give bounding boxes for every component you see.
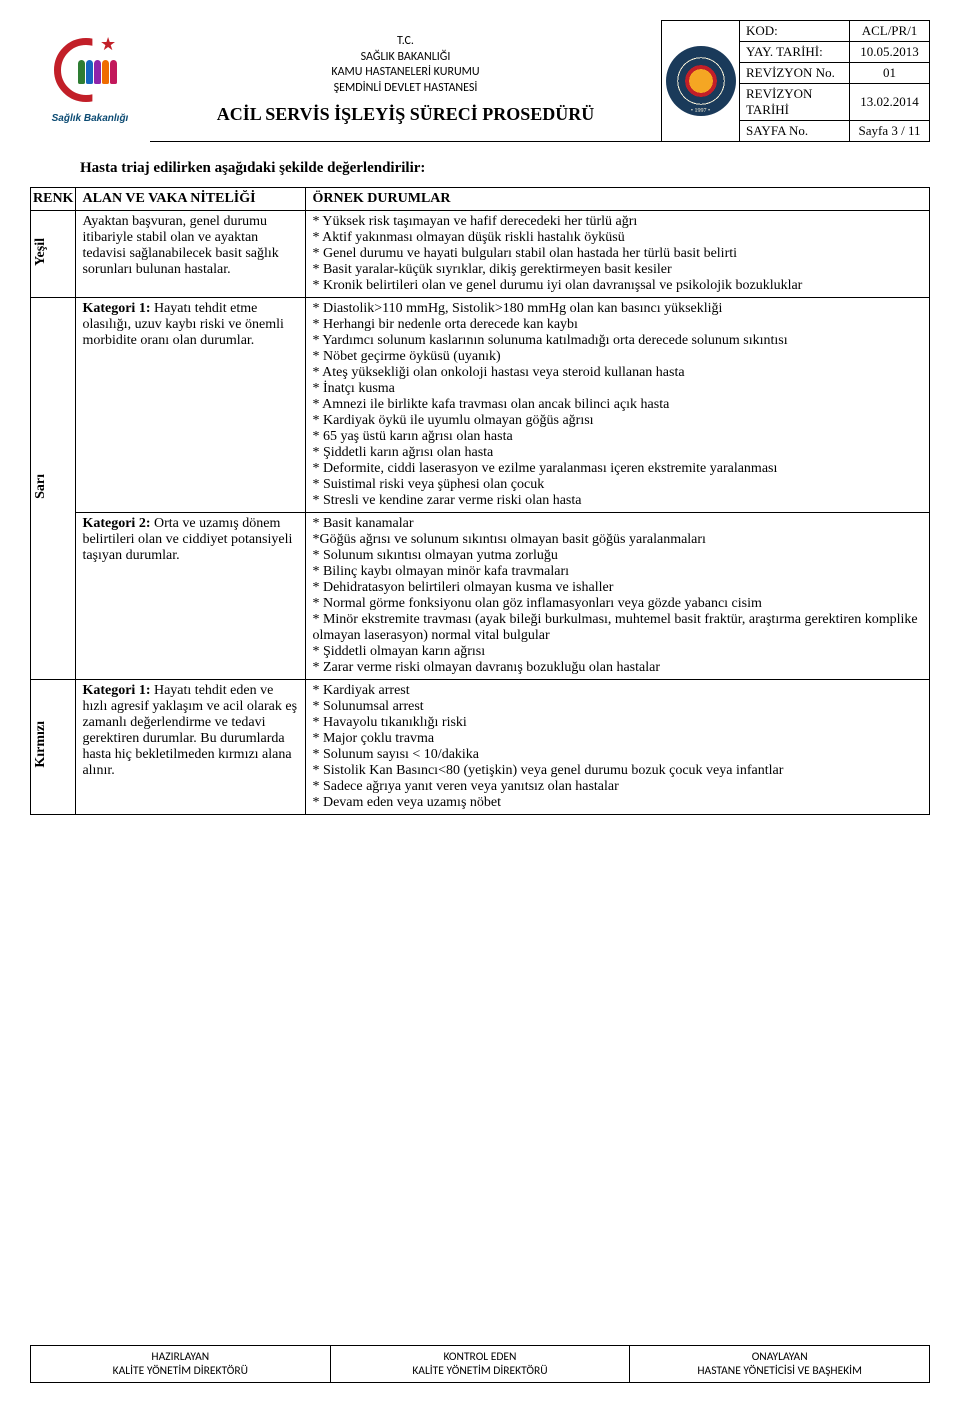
triage-table: RENK ALAN VE VAKA NİTELİĞİ ÖRNEK DURUMLA… [30, 187, 930, 815]
table-row: Sarı Kategori 1: Hayatı tehdit etme olas… [31, 298, 930, 513]
meta-label: SAYFA No. [740, 121, 850, 142]
meta-label: REVİZYON No. [740, 63, 850, 84]
renk-kirmizi: Kırmızı [31, 680, 76, 815]
people-icon [78, 60, 117, 84]
hospital-seal-icon [666, 46, 736, 116]
renk-yesil: Yeşil [31, 211, 76, 298]
nitelik-cell: Kategori 2: Orta ve uzamış dönem belirti… [76, 513, 306, 680]
meta-value: Sayfa 3 / 11 [850, 121, 930, 142]
meta-value: 10.05.2013 [850, 42, 930, 63]
footer-cell: ONAYLAYAN HASTANE YÖNETİCİSİ VE BAŞHEKİM [630, 1346, 930, 1383]
header-center: T.C. SAĞLIK BAKANLIĞI KAMU HASTANELERİ K… [150, 21, 662, 142]
logo-text: Sağlık Bakanlığı [40, 113, 140, 124]
nitelik-cell: Ayaktan başvuran, genel durumu itibariyl… [76, 211, 306, 298]
document-title: ACİL SERVİS İŞLEYİŞ SÜRECİ PROSEDÜRÜ [150, 96, 661, 129]
table-row: HAZIRLAYAN KALİTE YÖNETİM DİREKTÖRÜ KONT… [31, 1346, 930, 1383]
renk-sari: Sarı [31, 298, 76, 680]
table-row: Yeşil Ayaktan başvuran, genel durumu iti… [31, 211, 930, 298]
col-header-renk: RENK [31, 188, 76, 211]
document-header: ★ Sağlık Bakanlığı T.C. SAĞLIK BAKANLIĞI [30, 20, 930, 142]
document-footer: HAZIRLAYAN KALİTE YÖNETİM DİREKTÖRÜ KONT… [30, 1345, 930, 1383]
meta-label: REVİZYON TARİHİ [740, 84, 850, 121]
org-lines: T.C. SAĞLIK BAKANLIĞI KAMU HASTANELERİ K… [150, 32, 661, 96]
logo-cell: ★ Sağlık Bakanlığı [30, 21, 150, 142]
ornek-cell: * Yüksek risk taşımayan ve hafif dereced… [306, 211, 930, 298]
meta-label: YAY. TARİHİ: [740, 42, 850, 63]
footer-table: HAZIRLAYAN KALİTE YÖNETİM DİREKTÖRÜ KONT… [30, 1345, 930, 1383]
footer-cell: HAZIRLAYAN KALİTE YÖNETİM DİREKTÖRÜ [31, 1346, 331, 1383]
saglik-bakanligi-logo: ★ Sağlık Bakanlığı [40, 34, 140, 124]
meta-value: 13.02.2014 [850, 84, 930, 121]
star-icon: ★ [100, 34, 116, 55]
ornek-cell: * Diastolik>110 mmHg, Sistolik>180 mmHg … [306, 298, 930, 513]
col-header-nitelik: ALAN VE VAKA NİTELİĞİ [76, 188, 306, 211]
intro-heading: Hasta triaj edilirken aşağıdaki şekilde … [80, 160, 930, 177]
ornek-cell: * Basit kanamalar *Göğüs ağrısı ve solun… [306, 513, 930, 680]
nitelik-cell: Kategori 1: Hayatı tehdit eden ve hızlı … [76, 680, 306, 815]
meta-value: ACL/PR/1 [850, 21, 930, 42]
table-row: Kategori 2: Orta ve uzamış dönem belirti… [31, 513, 930, 680]
meta-label: KOD: [740, 21, 850, 42]
seal-cell [662, 21, 740, 142]
col-header-ornek: ÖRNEK DURUMLAR [306, 188, 930, 211]
nitelik-cell: Kategori 1: Hayatı tehdit etme olasılığı… [76, 298, 306, 513]
table-header-row: RENK ALAN VE VAKA NİTELİĞİ ÖRNEK DURUMLA… [31, 188, 930, 211]
meta-value: 01 [850, 63, 930, 84]
footer-cell: KONTROL EDEN KALİTE YÖNETİM DİREKTÖRÜ [330, 1346, 630, 1383]
ornek-cell: * Kardiyak arrest * Solunumsal arrest * … [306, 680, 930, 815]
table-row: Kırmızı Kategori 1: Hayatı tehdit eden v… [31, 680, 930, 815]
